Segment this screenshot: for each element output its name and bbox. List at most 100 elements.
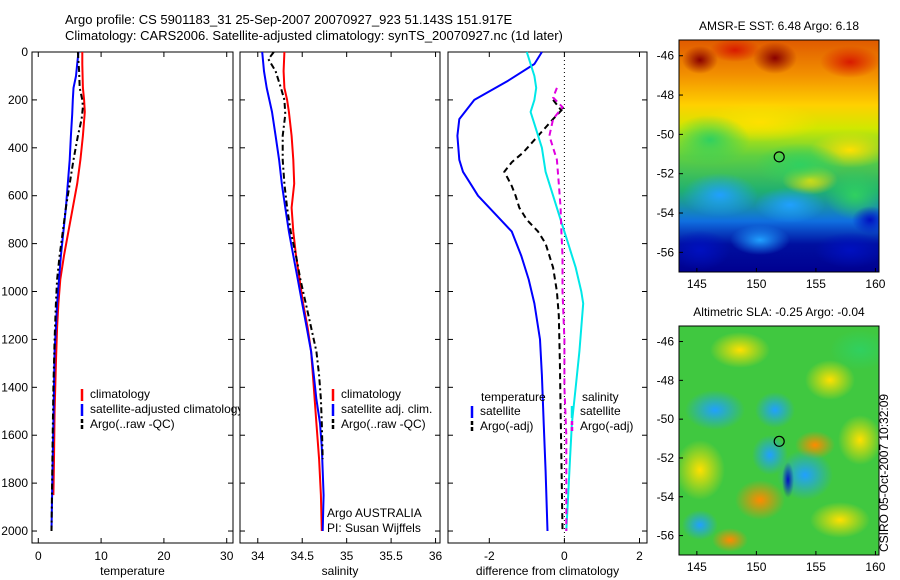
sla-field-patch bbox=[810, 502, 870, 538]
x-axis-label: salinity bbox=[322, 564, 359, 578]
x-tick-label: 35.5 bbox=[379, 549, 403, 563]
x-axis-label: temperature bbox=[100, 564, 165, 578]
plot-frame bbox=[239, 51, 441, 544]
x-tick-label: 0 bbox=[561, 549, 568, 563]
timestamp-side-label: CSIRO 05-Oct-2007 10:32:09 bbox=[877, 393, 891, 552]
series-line-1 bbox=[456, 51, 549, 532]
latitude-tick-label: -48 bbox=[657, 373, 675, 387]
latitude-tick-label: -52 bbox=[657, 451, 675, 465]
x-tick-label: 36 bbox=[429, 549, 443, 563]
legend-label: Argo(..raw -QC) bbox=[341, 417, 426, 431]
latitude-tick-label: -50 bbox=[657, 127, 675, 141]
sla-field-patch bbox=[838, 415, 879, 465]
series-line-2 bbox=[50, 51, 80, 532]
y-tick-label: 1200 bbox=[1, 332, 28, 346]
map-title: Altimetric SLA: -0.25 Argo: -0.04 bbox=[693, 305, 865, 319]
latitude-tick-label: -56 bbox=[657, 529, 675, 543]
legend-label: satellite bbox=[480, 404, 521, 418]
legend-label: climatology bbox=[90, 387, 150, 401]
longitude-tick-label: 160 bbox=[865, 560, 885, 574]
x-tick-label: 34.5 bbox=[291, 549, 315, 563]
x-axis-label: difference from climatology bbox=[476, 564, 619, 578]
longitude-tick-label: 150 bbox=[746, 560, 766, 574]
y-tick-label: 800 bbox=[8, 237, 28, 251]
x-tick-label: 35 bbox=[340, 549, 354, 563]
map-field bbox=[679, 326, 879, 555]
latitude-tick-label: -54 bbox=[657, 490, 675, 504]
float-position-marker bbox=[773, 151, 785, 163]
y-tick-label: 600 bbox=[8, 189, 28, 203]
sla-field-patch bbox=[685, 390, 745, 430]
y-tick-label: 400 bbox=[8, 141, 28, 155]
sst-field-patch bbox=[710, 40, 760, 62]
sla-field-patch bbox=[782, 462, 794, 498]
sst-map-panel: 145 150 155 160 -46 -48 -50 -52 -54 -56 AMSR-E SST… bbox=[657, 19, 886, 291]
y-tick-label: 1000 bbox=[1, 285, 28, 299]
credit-annotation: PI: Susan Wijffels bbox=[327, 521, 421, 535]
map-field bbox=[679, 40, 879, 272]
y-tick-label: 2000 bbox=[1, 524, 28, 538]
sla-field-patch bbox=[712, 528, 748, 552]
longitude-tick-label: 155 bbox=[806, 277, 826, 291]
sst-field-patch bbox=[755, 187, 825, 223]
figure-title-line-2: Climatology: CARS2006. Satellite-adjuste… bbox=[65, 28, 563, 43]
x-tick-label: 30 bbox=[220, 549, 234, 563]
sla-map-panel: 145 150 155 160 -46 -48 -50 -52 -54 -56 Altimetric… bbox=[657, 305, 886, 574]
sst-field-patch bbox=[820, 46, 879, 78]
series-line-1 bbox=[282, 51, 323, 532]
sst-field-patch bbox=[730, 225, 790, 255]
longitude-tick-label: 145 bbox=[687, 560, 707, 574]
latitude-tick-label: -46 bbox=[657, 49, 675, 63]
series-line-3 bbox=[50, 51, 84, 532]
x-tick-label: 0 bbox=[35, 549, 42, 563]
longitude-tick-label: 145 bbox=[687, 277, 707, 291]
sla-field-patch bbox=[830, 330, 879, 370]
sla-field-patch bbox=[710, 332, 770, 368]
legend-title-salinity: salinity bbox=[582, 390, 619, 404]
sst-field-patch bbox=[682, 173, 758, 217]
sst-field-patch bbox=[679, 115, 750, 165]
sst-field-patch bbox=[815, 232, 879, 268]
series-line-3 bbox=[267, 51, 324, 460]
longitude-tick-label: 160 bbox=[865, 277, 885, 291]
y-tick-label: 0 bbox=[21, 45, 28, 59]
sst-field-patch bbox=[682, 46, 718, 74]
sst-field-patch bbox=[753, 42, 797, 74]
latitude-tick-label: -48 bbox=[657, 88, 675, 102]
sla-field-patch bbox=[682, 510, 718, 540]
y-tick-label: 1400 bbox=[1, 380, 28, 394]
series-line-3 bbox=[525, 51, 585, 532]
legend-label: satellite bbox=[580, 404, 621, 418]
profile-panel-2: 34 34.5 35 35.5 36 salinity climatologysatelli… bbox=[239, 51, 443, 578]
latitude-tick-label: -50 bbox=[657, 412, 675, 426]
latitude-tick-label: -56 bbox=[657, 245, 675, 259]
legend-label: Argo(-adj) bbox=[480, 419, 533, 433]
sla-field-patch bbox=[805, 360, 855, 400]
legend-label: satellite adj. clim. bbox=[341, 402, 432, 416]
longitude-tick-label: 150 bbox=[746, 277, 766, 291]
float-position-marker bbox=[773, 435, 785, 447]
x-tick-label: 10 bbox=[94, 549, 108, 563]
plot-frame bbox=[31, 51, 234, 544]
credit-annotation: Argo AUSTRALIA bbox=[327, 506, 422, 520]
legend-label: satellite-adjusted climatology bbox=[90, 402, 243, 416]
profile-panel-3: -2 0 2 difference from climatology temperatu… bbox=[447, 51, 648, 578]
x-tick-label: -2 bbox=[484, 549, 495, 563]
plot-frame bbox=[447, 51, 648, 544]
series-line-4 bbox=[548, 87, 568, 531]
profile-panel-1: 0 10 20 30 0 200 400 600 800 1000 1200 1400 1600 1800… bbox=[1, 45, 243, 578]
x-tick-label: 20 bbox=[157, 549, 171, 563]
sst-field-patch bbox=[679, 230, 730, 270]
legend-label: Argo(..raw -QC) bbox=[90, 417, 175, 431]
y-tick-label: 200 bbox=[8, 93, 28, 107]
y-tick-label: 1600 bbox=[1, 428, 28, 442]
latitude-tick-label: -54 bbox=[657, 206, 675, 220]
x-tick-label: 34 bbox=[251, 549, 265, 563]
legend-label: Argo(-adj) bbox=[580, 419, 633, 433]
x-tick-label: 2 bbox=[636, 549, 643, 563]
sst-field-patch bbox=[755, 143, 845, 187]
series-line-1 bbox=[52, 52, 86, 496]
map-frame bbox=[678, 39, 880, 273]
sla-field-patch bbox=[735, 480, 785, 520]
